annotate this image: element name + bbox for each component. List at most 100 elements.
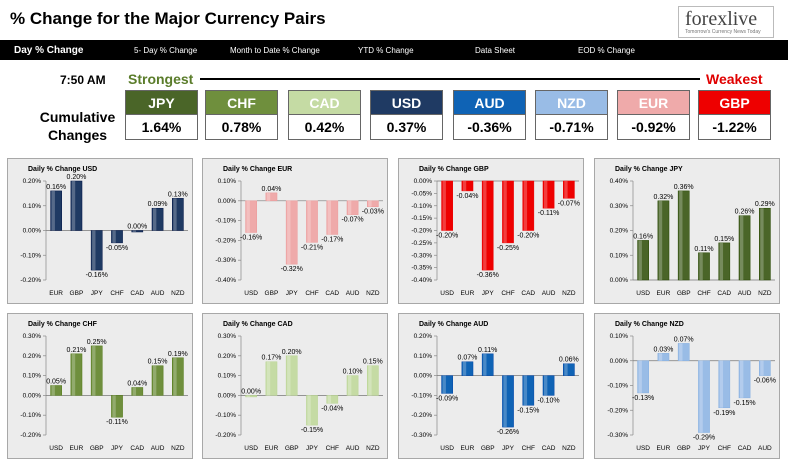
data-label: 0.20% [282,349,302,356]
nav-bar: Day % Change 5- Day % Change Month to Da… [0,42,788,60]
bar [441,375,453,394]
nav-5day-change[interactable]: 5- Day % Change [134,46,198,55]
bar-rect [698,360,710,433]
bar-highlight [564,363,568,376]
bar-rect [151,207,164,231]
x-tick-label: GBP [70,290,84,297]
y-tick-label: 0.10% [218,178,237,185]
bar-highlight [132,387,137,396]
bar [698,360,710,433]
nav-month-change[interactable]: Month to Date % Change [230,46,320,55]
bar [172,198,184,231]
bar-highlight [368,200,372,207]
bar-chart: 0.10% 0.00% -0.10% -0.20% -0.30% -0.13% USD 0.0… [607,333,776,452]
data-label: -0.07% [558,200,580,207]
bar-rect [265,192,278,202]
bar [502,375,514,428]
bar-rect [367,365,379,396]
data-label: 0.11% [478,347,497,354]
data-label: 0.11% [694,246,713,253]
x-tick-label: CAD [717,290,731,297]
y-tick-label: -0.20% [20,277,41,284]
bar-rect [759,360,771,376]
data-label: -0.21% [301,244,323,251]
bar-rect [265,361,278,396]
bar-rect [346,200,359,215]
bar [90,230,103,271]
chart-panel-usd: Daily % Change USD 0.20% 0.10% 0.00% -0.10% -… [7,158,193,304]
tile-value: -1.22% [698,115,771,140]
x-tick-label: NZD [171,290,185,297]
tile-currency: USD [370,90,443,115]
tile-value: 0.37% [370,115,443,140]
y-tick-label: 0.30% [218,333,237,340]
bar-chart: 0.10% 0.00% -0.10% -0.20% -0.30% -0.40% -0.16%… [215,178,384,297]
bar [265,192,278,202]
bar [718,242,731,281]
bar [461,361,474,376]
y-tick-label: 0.00% [414,178,433,185]
x-tick-label: NZD [366,445,380,452]
bar-rect [563,180,575,199]
bar [738,215,751,281]
bar-highlight [760,208,764,280]
nav-eod-change[interactable]: EOD % Change [578,46,635,55]
bar-rect [461,361,474,376]
bar [306,395,318,426]
bar-highlight [679,190,683,280]
forexlive-logo[interactable]: forexlive Tomorrow's Currency News Today [678,6,774,38]
y-tick-label: 0.00% [23,392,42,399]
x-tick-label: CAD [325,290,339,297]
bar-rect [657,200,670,281]
bar-rect [441,180,453,231]
bar-highlight [266,361,271,396]
chart-title: Daily % Change GBP [419,166,489,173]
bar-highlight [543,181,548,209]
bar-highlight [739,360,744,398]
bar-rect [481,353,494,376]
bar [90,345,103,396]
bar-rect [718,242,731,281]
y-tick-label: 0.10% [610,252,629,259]
bar-rect [285,355,298,396]
data-label: -0.10% [537,397,559,404]
data-label: 0.21% [66,347,86,354]
bar-rect [738,360,751,399]
data-label: 0.17% [261,355,281,362]
bar-rect [657,353,670,362]
bar-highlight [564,181,568,199]
tile-currency: GBP [698,90,771,115]
data-label: 0.15% [148,359,168,366]
bar-highlight [523,375,528,406]
bar [245,395,257,398]
bar [70,353,83,396]
weakest-label: Weakest [706,71,763,87]
nav-day-change[interactable]: Day % Change [14,45,84,56]
chart-title: Daily % Change NZD [615,321,684,328]
data-label: 0.15% [714,236,734,243]
bar-rect [698,252,710,281]
bar-highlight [173,198,177,231]
data-label: -0.06% [754,378,776,385]
data-label: 0.26% [735,209,755,216]
bar [131,230,144,233]
nav-ytd-change[interactable]: YTD % Change [358,46,414,55]
bar-rect [759,207,771,281]
bar-rect [151,365,164,396]
tile-currency: CAD [288,90,361,115]
chart-title: Daily % Change AUD [419,321,489,328]
nav-data-sheet[interactable]: Data Sheet [475,46,516,55]
bar-highlight [347,200,352,215]
bar-highlight [638,240,642,280]
bar [563,363,575,376]
bar-rect [131,230,144,233]
bar-highlight [719,242,724,280]
y-tick-label: 0.40% [610,178,629,185]
bar [151,207,164,231]
bar-highlight [719,360,724,408]
bar-rect [50,190,62,231]
logo-text: forexlive [685,8,758,30]
data-label: -0.16% [240,234,262,241]
bar-highlight [699,360,703,433]
timestamp: 7:50 AM [60,73,106,87]
